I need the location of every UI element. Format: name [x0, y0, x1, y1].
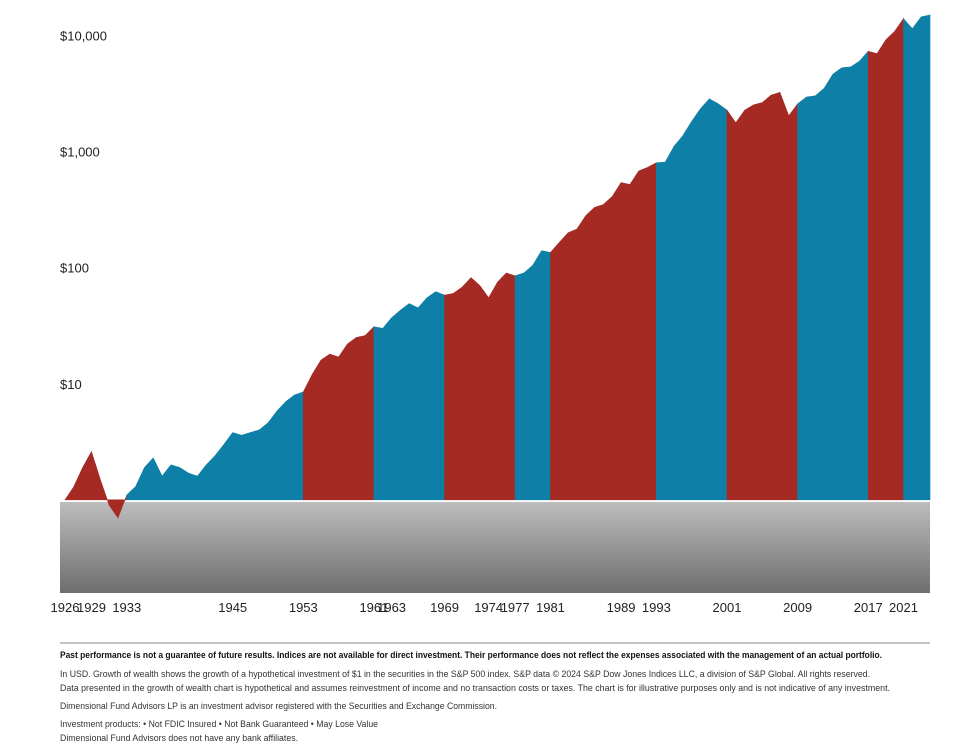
y-axis: $10 $100 $1,000 $10,000 — [60, 28, 107, 391]
y-tick-label: $100 — [60, 261, 89, 276]
x-tick-label: 1963 — [377, 600, 406, 615]
footnote: Investment products: • Not FDIC Insured … — [60, 719, 378, 730]
x-tick-label: 1989 — [607, 600, 636, 615]
area-segment — [373, 291, 445, 501]
footnote: Dimensional Fund Advisors does not have … — [60, 733, 298, 744]
x-tick-label: 1945 — [218, 600, 247, 615]
portrait-strip — [60, 502, 930, 593]
footnote: In USD. Growth of wealth shows the growt… — [60, 669, 870, 680]
x-tick-label: 1953 — [289, 600, 318, 615]
x-tick-label: 2017 — [854, 600, 883, 615]
x-tick-label: 1926 — [51, 600, 80, 615]
x-tick-label: 1974 — [474, 600, 503, 615]
footnote: Past performance is not a guarantee of f… — [60, 650, 882, 661]
footnotes: Past performance is not a guarantee of f… — [60, 650, 890, 744]
area-segment — [797, 50, 869, 501]
x-tick-label: 2009 — [783, 600, 812, 615]
area-segment — [444, 272, 516, 501]
footnote: Dimensional Fund Advisors LP is an inves… — [60, 701, 497, 712]
area-segment — [303, 325, 375, 501]
x-tick-label: 1993 — [642, 600, 671, 615]
y-tick-label: $1,000 — [60, 145, 100, 160]
x-tick-label: 1981 — [536, 600, 565, 615]
x-tick-label: 2021 — [889, 600, 918, 615]
x-tick-label: 1929 — [77, 600, 106, 615]
x-tick-label: 1977 — [501, 600, 530, 615]
area-segment — [903, 14, 931, 501]
area-segment — [867, 17, 904, 501]
x-tick-label: 1961 — [359, 600, 388, 615]
x-tick-label: 1969 — [430, 600, 459, 615]
x-tick-label: 1933 — [112, 600, 141, 615]
y-tick-label: $10 — [60, 377, 82, 392]
area-segment — [64, 450, 92, 501]
area-segment — [126, 391, 304, 501]
x-tick-label: 2001 — [713, 600, 742, 615]
plot-area — [64, 14, 931, 519]
area-segment — [726, 92, 798, 501]
y-tick-label: $10,000 — [60, 28, 107, 43]
area-segment — [514, 250, 551, 501]
area-segment — [550, 162, 657, 501]
footnote: Data presented in the growth of wealth c… — [60, 683, 890, 694]
area-segment — [656, 98, 728, 501]
